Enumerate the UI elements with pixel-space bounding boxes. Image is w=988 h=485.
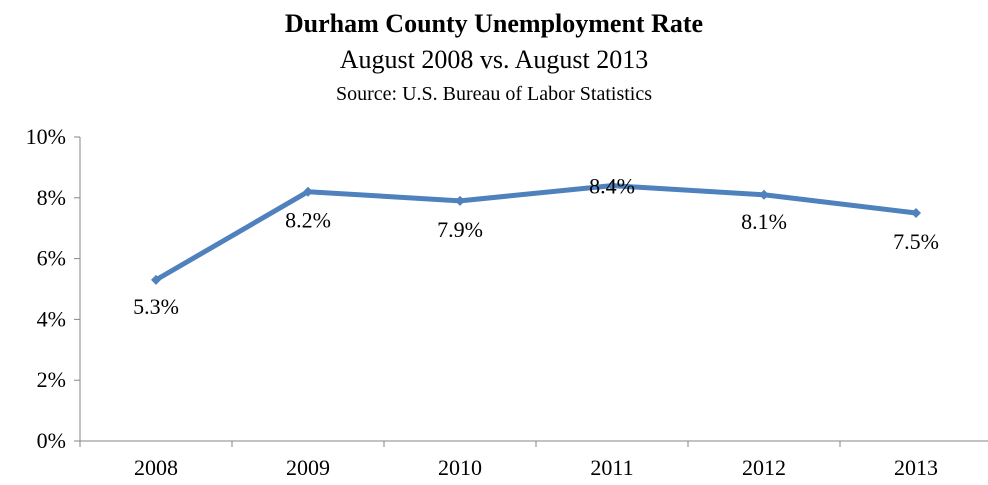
y-tick-label: 4% [37, 306, 66, 331]
x-tick-label: 2009 [286, 455, 330, 480]
y-tick-label: 0% [37, 428, 66, 453]
x-tick-label: 2012 [742, 455, 786, 480]
data-point-marker [303, 186, 313, 197]
data-point-marker [455, 195, 465, 206]
data-label: 8.1% [741, 209, 787, 234]
y-tick-label: 10% [26, 124, 66, 149]
data-label: 7.5% [893, 229, 939, 254]
data-label: 8.2% [285, 208, 331, 233]
x-tick-label: 2008 [134, 455, 178, 480]
x-tick-label: 2013 [894, 455, 938, 480]
data-point-marker [911, 208, 921, 218]
data-label: 7.9% [437, 217, 483, 242]
y-tick-label: 2% [37, 367, 66, 392]
x-tick-label: 2010 [438, 455, 482, 480]
data-point-marker [151, 274, 161, 285]
data-point-marker [759, 189, 769, 200]
y-tick-label: 8% [37, 185, 66, 210]
chart-title: Durham County Unemployment Rate [284, 9, 704, 38]
chart-subtitle: August 2008 vs. August 2013 [339, 45, 649, 74]
y-tick-label: 6% [37, 246, 66, 271]
data-label: 8.4% [589, 174, 635, 199]
series-line [154, 183, 917, 283]
data-label: 5.3% [133, 294, 179, 319]
x-tick-label: 2011 [590, 455, 633, 480]
chart-source: Source: U.S. Bureau of Labor Statistics [335, 83, 653, 105]
data-point-marker [607, 180, 617, 191]
